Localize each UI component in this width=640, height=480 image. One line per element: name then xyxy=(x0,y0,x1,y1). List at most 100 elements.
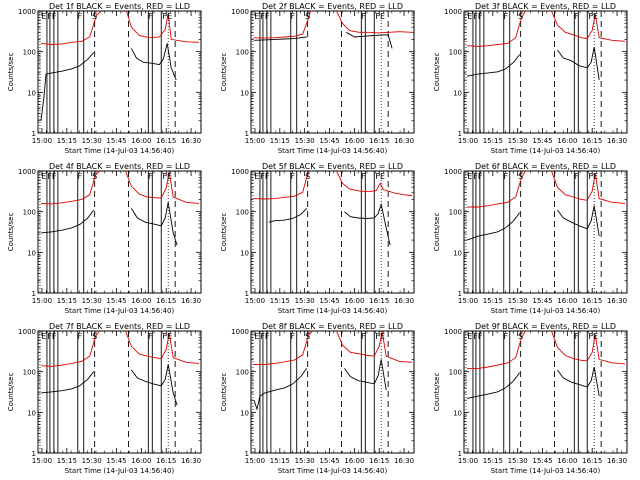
x-tick-label: 15:00 xyxy=(245,457,265,465)
plot-frame xyxy=(250,10,415,134)
y-tick-label: 100 xyxy=(23,369,36,377)
plot-area xyxy=(39,11,200,133)
x-tick-label: 16:00 xyxy=(344,137,364,145)
x-tick-label: 15:00 xyxy=(245,297,265,305)
flag-label: FF xyxy=(47,12,57,21)
y-axis-label: Counts/sec xyxy=(7,53,15,92)
y-tick-label: 100 xyxy=(449,49,462,57)
series-line-lld xyxy=(40,331,100,367)
flag-label: FF xyxy=(260,332,270,341)
x-tick-label: 16:15 xyxy=(156,137,176,145)
y-tick-label: 10 xyxy=(453,409,462,417)
x-tick-label: 15:45 xyxy=(106,297,126,305)
plot-frame xyxy=(250,170,415,294)
x-tick-label: 15:15 xyxy=(57,457,77,465)
x-tick-label: 16:30 xyxy=(394,457,414,465)
flag-label: E xyxy=(41,172,46,181)
x-tick-label: 16:15 xyxy=(582,457,602,465)
x-tick-label: 15:15 xyxy=(483,137,503,145)
flag-label: E xyxy=(41,332,46,341)
flag-label: F xyxy=(361,12,366,21)
x-tick-label: 16:30 xyxy=(607,457,627,465)
x-tick-label: 16:15 xyxy=(582,297,602,305)
flag-label: F xyxy=(290,332,295,341)
flag-label: S xyxy=(305,332,310,341)
y-tick-label: 1000 xyxy=(231,328,249,336)
flag-label: FE xyxy=(162,12,172,21)
y-tick-label: 1000 xyxy=(444,8,462,16)
x-tick-label: 15:45 xyxy=(106,137,126,145)
chart-svg: Det 1f BLACK = Events, RED = LLD 1 10 100 10… xyxy=(7,2,202,155)
x-axis-label: Start Time (14-Jul-03 14:56:40) xyxy=(278,147,388,155)
y-tick-label: 1 xyxy=(32,130,36,138)
y-tick-label: 1000 xyxy=(231,168,249,176)
flag-label: F xyxy=(148,332,153,341)
chart-title: Det 9f BLACK = Events, RED = LLD xyxy=(475,322,616,331)
plot-frame xyxy=(37,330,202,454)
flag-label: S xyxy=(92,12,97,21)
y-tick-label: 1000 xyxy=(444,168,462,176)
y-tick-label: 100 xyxy=(449,369,462,377)
x-tick-label: 15:00 xyxy=(458,137,478,145)
x-tick-label: 15:30 xyxy=(508,457,528,465)
y-axis-label: Counts/sec xyxy=(433,53,441,92)
series-line-lld xyxy=(253,171,311,200)
chart-svg: Det 2f BLACK = Events, RED = LLD 1 10 100 10… xyxy=(220,2,415,155)
x-axis-label: Start Time (14-Jul-03 14:56:40) xyxy=(65,307,175,315)
y-tick-label: 1 xyxy=(245,130,249,138)
x-tick-label: 16:00 xyxy=(131,297,151,305)
x-tick-label: 15:45 xyxy=(532,297,552,305)
series-line-events xyxy=(466,54,521,77)
series-line-events xyxy=(131,43,177,81)
y-tick-label: 1000 xyxy=(18,328,36,336)
x-axis-label: Start Time (14-Jul-03 14:56:40) xyxy=(65,147,175,155)
x-tick-label: 15:30 xyxy=(508,297,528,305)
chart-title: Det 7f BLACK = Events, RED = LLD xyxy=(49,322,190,331)
plot-frame xyxy=(250,330,415,454)
series-line-lld xyxy=(336,171,413,196)
chart-panel-det-2: Det 2f BLACK = Events, RED = LLD 1 10 100 10… xyxy=(213,0,426,160)
flag-label: FE xyxy=(375,332,385,341)
series-line-lld xyxy=(126,11,200,43)
x-tick-label: 16:30 xyxy=(181,297,201,305)
flag-label: S xyxy=(92,332,97,341)
flag-label: FE xyxy=(375,12,385,21)
series-line-lld xyxy=(336,331,413,363)
x-tick-label: 16:00 xyxy=(131,457,151,465)
y-tick-label: 1000 xyxy=(18,8,36,16)
flag-label: FE xyxy=(588,12,598,21)
plot-frame xyxy=(37,170,202,294)
y-tick-label: 1000 xyxy=(231,8,249,16)
series-line-lld xyxy=(254,331,313,365)
plot-area xyxy=(465,171,626,293)
y-axis-label: Counts/sec xyxy=(7,373,15,412)
plot-area xyxy=(39,331,200,453)
plot-area xyxy=(252,331,413,453)
y-tick-label: 1 xyxy=(245,450,249,458)
x-tick-label: 15:45 xyxy=(319,457,339,465)
series-line-events xyxy=(344,359,387,391)
series-line-lld xyxy=(125,171,200,204)
flag-label: S xyxy=(92,172,97,181)
y-tick-label: 100 xyxy=(236,49,249,57)
y-tick-label: 1 xyxy=(458,450,462,458)
flag-label: FF xyxy=(473,332,483,341)
flag-label: FF xyxy=(260,172,270,181)
x-tick-label: 15:45 xyxy=(319,297,339,305)
chart-panel-det-4: Det 4f BLACK = Events, RED = LLD 1 10 100 10… xyxy=(0,160,213,320)
x-tick-label: 16:15 xyxy=(156,297,176,305)
series-line-lld xyxy=(40,11,102,45)
y-axis-label: Counts/sec xyxy=(220,373,228,412)
x-tick-label: 15:45 xyxy=(106,457,126,465)
y-tick-label: 10 xyxy=(240,249,249,257)
x-tick-label: 15:15 xyxy=(270,297,290,305)
chart-panel-det-8: Det 8f BLACK = Events, RED = LLD 1 10 100 10… xyxy=(213,320,426,480)
flag-label: F xyxy=(361,332,366,341)
flag-label: FF xyxy=(473,172,483,181)
series-line-lld xyxy=(467,331,526,369)
series-line-lld xyxy=(551,11,626,42)
x-axis-label: Start Time (14-Jul-03 14:56:40) xyxy=(491,307,601,315)
y-axis-label: Counts/sec xyxy=(433,373,441,412)
x-tick-label: 15:00 xyxy=(32,137,52,145)
series-line-lld xyxy=(336,11,413,34)
